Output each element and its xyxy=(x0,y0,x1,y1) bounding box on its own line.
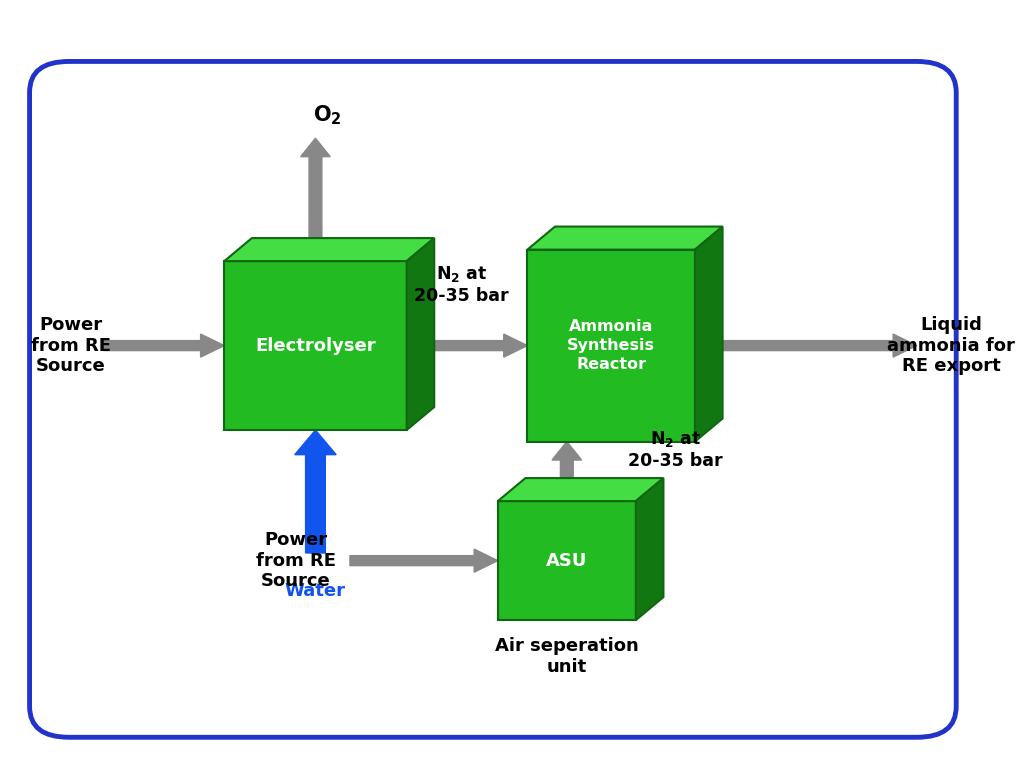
FancyArrow shape xyxy=(300,138,330,261)
Polygon shape xyxy=(695,227,723,442)
Text: Water: Water xyxy=(285,582,346,601)
Polygon shape xyxy=(224,238,434,261)
Text: $\mathbf{N_2}$ at
20-35 bar: $\mathbf{N_2}$ at 20-35 bar xyxy=(628,429,723,470)
FancyArrow shape xyxy=(552,442,582,502)
Text: Power
from RE
Source: Power from RE Source xyxy=(256,531,336,591)
FancyArrow shape xyxy=(407,334,527,357)
Text: Ammonia
Synthesis
Reactor: Ammonia Synthesis Reactor xyxy=(567,319,655,372)
Polygon shape xyxy=(527,227,723,250)
Text: Air seperation
unit: Air seperation unit xyxy=(495,637,639,676)
Text: ASU: ASU xyxy=(546,551,588,570)
FancyBboxPatch shape xyxy=(224,261,407,430)
Text: Liquid
ammonia for
RE export: Liquid ammonia for RE export xyxy=(887,316,1015,376)
Polygon shape xyxy=(407,238,434,430)
Text: Electrolyser: Electrolyser xyxy=(256,336,376,355)
FancyBboxPatch shape xyxy=(30,61,957,737)
Polygon shape xyxy=(498,478,663,501)
FancyArrow shape xyxy=(723,334,917,357)
FancyBboxPatch shape xyxy=(527,250,695,442)
Text: $\mathbf{O_2}$: $\mathbf{O_2}$ xyxy=(313,104,341,127)
FancyArrow shape xyxy=(350,549,498,572)
Text: $\mathbf{N_2}$ at
20-35 bar: $\mathbf{N_2}$ at 20-35 bar xyxy=(414,263,509,305)
Text: Power
from RE
Source: Power from RE Source xyxy=(31,316,111,376)
FancyArrow shape xyxy=(294,430,336,553)
FancyArrow shape xyxy=(103,334,224,357)
Polygon shape xyxy=(636,478,663,621)
FancyBboxPatch shape xyxy=(498,501,636,621)
